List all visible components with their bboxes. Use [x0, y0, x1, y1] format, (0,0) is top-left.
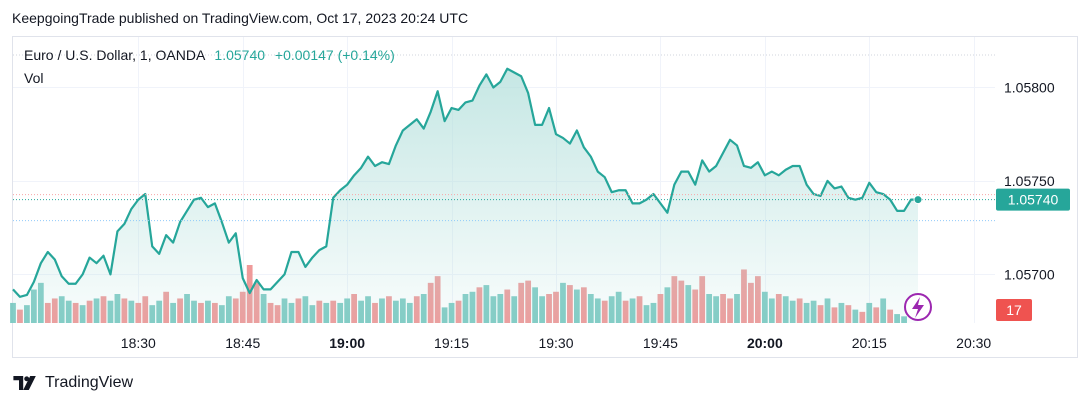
- axes: 1.05800 1.05750 1.05700 18:30 18:45 19:00 19:1…: [121, 79, 1070, 351]
- last-price-dot: [913, 195, 923, 205]
- chart-legend: Euro / U.S. Dollar, 1, OANDA 1.05740 +0.…: [24, 47, 395, 63]
- x-tick-label: 19:30: [538, 335, 573, 351]
- volume-legend[interactable]: Vol: [24, 70, 44, 86]
- x-tick-label: 20:15: [852, 335, 887, 351]
- x-tick-label: 19:00: [329, 335, 365, 351]
- symbol-name[interactable]: Euro / U.S. Dollar, 1, OANDA: [24, 47, 205, 63]
- price-badge-label: 1.05740: [1008, 192, 1059, 208]
- publish-info: KeepgoingTrade published on TradingView.…: [12, 10, 469, 26]
- price-area: [13, 68, 918, 323]
- price-lines: [13, 54, 995, 321]
- x-tick-label: 18:45: [225, 335, 260, 351]
- price-line: [12, 67, 918, 298]
- price-badge: [996, 188, 1070, 211]
- area-fill: [13, 68, 918, 323]
- y-tick-label: 1.05700: [1004, 266, 1055, 282]
- x-tick-label: 20:30: [956, 335, 991, 351]
- volume-badge-label: 17: [1006, 302, 1022, 318]
- tradingview-logo-icon: [13, 376, 36, 390]
- price-series-line[interactable]: [12, 67, 918, 298]
- x-tick-label: 18:30: [121, 335, 156, 351]
- y-tick-label: 1.05800: [1004, 79, 1055, 95]
- legend-price: 1.05740: [214, 47, 266, 63]
- y-tick-label: 1.05750: [1004, 173, 1055, 189]
- x-tick-label: 19:45: [643, 335, 678, 351]
- x-tick-label: 20:00: [747, 335, 783, 351]
- lightning-bolt: [912, 297, 924, 318]
- footer-brand[interactable]: TradingView: [13, 374, 133, 392]
- x-tick-label: 19:15: [434, 335, 469, 351]
- volume-badge: [996, 299, 1032, 321]
- brand-text: TradingView: [45, 374, 134, 391]
- legend-change: +0.00147 (+0.14%): [274, 47, 395, 63]
- chart-frame: [12, 36, 1078, 358]
